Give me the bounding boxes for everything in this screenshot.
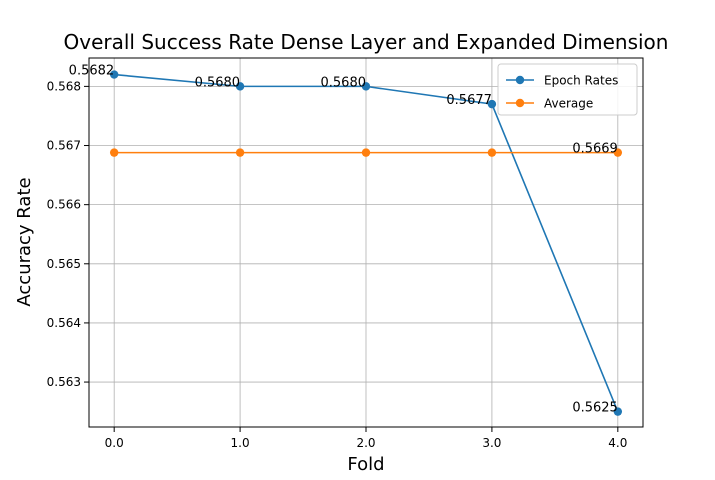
data-label: 0.5677 xyxy=(446,93,492,108)
x-axis-label: Fold xyxy=(347,454,384,475)
data-point xyxy=(613,407,623,416)
y-tick-label: 0.565 xyxy=(47,257,81,271)
y-tick-label: 0.568 xyxy=(47,79,81,93)
data-point xyxy=(235,148,245,157)
x-tick-label: 4.0 xyxy=(608,436,627,450)
grid xyxy=(89,58,643,427)
x-tick-label: 3.0 xyxy=(482,436,501,450)
chart-title: Overall Success Rate Dense Layer and Exp… xyxy=(64,30,669,54)
data-point xyxy=(487,148,497,157)
y-tick-label: 0.567 xyxy=(47,139,81,153)
data-point xyxy=(613,148,623,157)
data-label: 0.5680 xyxy=(321,75,367,90)
data-label: 0.5682 xyxy=(69,64,115,79)
data-point xyxy=(109,148,119,157)
y-tick-label: 0.563 xyxy=(47,375,81,389)
data-label: 0.5625 xyxy=(572,401,618,416)
data-point xyxy=(487,99,497,109)
x-tick-label: 2.0 xyxy=(356,436,375,450)
y-tick-label: 0.564 xyxy=(47,316,81,330)
legend: Epoch Rates Average xyxy=(497,63,638,116)
data-label: 0.5680 xyxy=(195,75,241,90)
data-label: 0.5669 xyxy=(572,142,618,157)
legend-label: Epoch Rates xyxy=(544,74,618,88)
legend-marker xyxy=(515,75,525,85)
y-tick-label: 0.566 xyxy=(47,198,81,212)
x-tick-label: 0.0 xyxy=(105,436,124,450)
legend-label: Average xyxy=(544,97,593,111)
y-axis-label: Accuracy Rate xyxy=(14,177,35,306)
data-point xyxy=(235,82,245,91)
legend-marker xyxy=(515,98,525,108)
x-axis: 0.0 1.0 2.0 3.0 4.0 xyxy=(105,427,627,450)
data-point xyxy=(109,70,119,79)
y-axis: 0.563 0.564 0.565 0.566 0.567 0.568 xyxy=(47,79,89,389)
series-layer: 0.5682 0.5680 0.5680 0.5677 0.5625 0.5669 xyxy=(69,64,623,416)
x-tick-label: 1.0 xyxy=(231,436,250,450)
data-point xyxy=(361,82,371,91)
data-point xyxy=(361,148,371,157)
